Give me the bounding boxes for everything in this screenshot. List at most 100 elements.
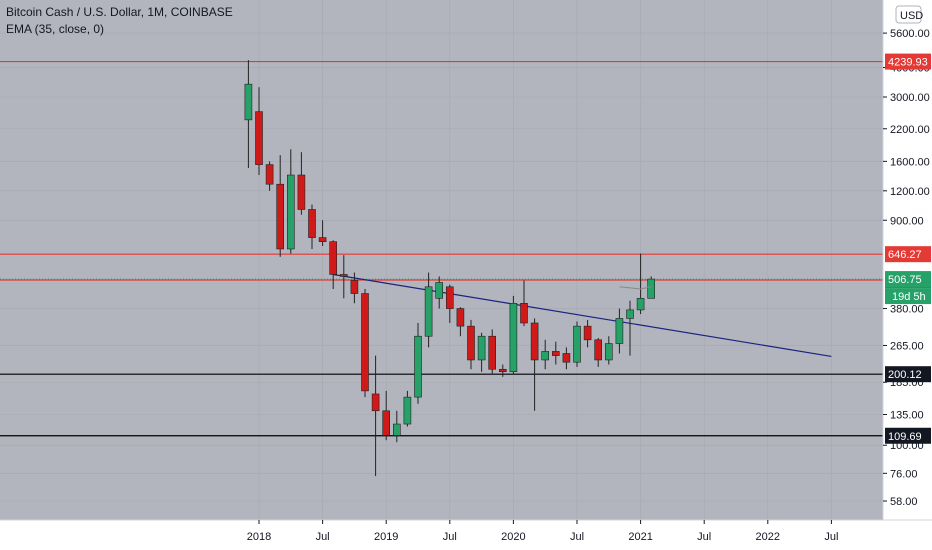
candle[interactable] (562, 347, 571, 370)
candle[interactable] (297, 152, 306, 215)
candle-body (276, 183, 285, 250)
ema-layer (619, 286, 652, 290)
candle[interactable] (339, 255, 348, 299)
x-tick-label: 2020 (501, 531, 525, 543)
descending-trendline[interactable] (333, 273, 832, 358)
candle[interactable] (403, 390, 412, 427)
y-tick-label: 3000.00 (890, 92, 930, 104)
candle[interactable] (604, 336, 613, 365)
candle-body (498, 368, 507, 373)
candle-body (467, 325, 475, 361)
x-tick-label: Jul (316, 531, 330, 543)
y-tick-label: 58.00 (890, 496, 918, 508)
candle[interactable] (647, 276, 656, 299)
time-axis: 2018 Jul 2019 Jul 2020 Jul 2021 Jul 2022 Jul (0, 519, 932, 543)
candle[interactable] (361, 288, 369, 398)
candle-body (339, 274, 348, 277)
y-tick-label: 265.00 (890, 340, 924, 352)
x-tick-label: 2019 (374, 531, 398, 543)
candle[interactable] (498, 364, 507, 377)
horizontal-levels (0, 60, 883, 437)
candle[interactable] (636, 253, 645, 315)
candle[interactable] (530, 318, 539, 411)
candle[interactable] (424, 272, 433, 348)
candle[interactable] (509, 295, 518, 375)
candle[interactable] (286, 149, 295, 254)
ema-line (619, 286, 652, 290)
level-label-bg (885, 366, 931, 383)
candle[interactable] (541, 339, 550, 370)
candle-body (361, 293, 369, 392)
candle[interactable] (477, 332, 486, 372)
candle-body (445, 286, 454, 309)
level-label: 4239.93 (888, 57, 928, 69)
price-labels: 4239.93646.27502.26200.12109.69506.7519d… (885, 53, 931, 444)
plot-area[interactable] (0, 0, 883, 520)
candle[interactable] (371, 355, 380, 477)
candle[interactable] (308, 204, 316, 249)
level-label: 646.27 (888, 249, 922, 261)
countdown-label-bg (885, 288, 931, 305)
currency-badge[interactable] (895, 5, 922, 24)
candle[interactable] (573, 321, 581, 367)
candle-body (350, 280, 359, 294)
currency-label: USD (900, 10, 923, 22)
candle-body (244, 83, 253, 121)
candle[interactable] (382, 390, 391, 441)
candle[interactable] (488, 329, 497, 375)
candle[interactable] (445, 284, 454, 323)
candle[interactable] (414, 322, 422, 404)
candle-body (626, 309, 634, 319)
candle-body (308, 209, 316, 238)
candle[interactable] (244, 60, 253, 168)
level-label: 200.12 (888, 369, 922, 381)
candle[interactable] (255, 87, 263, 176)
candle-body (414, 335, 422, 398)
x-tick-label: Jul (824, 531, 838, 543)
chart-header: Bitcoin Cash / U.S. Dollar, 1M, COINBASE… (6, 5, 233, 36)
candle[interactable] (392, 410, 401, 443)
candle[interactable] (626, 300, 634, 356)
y-tick-label: 5600.00 (890, 28, 930, 40)
candle-body (594, 339, 603, 361)
last-price-label: 506.75 (888, 274, 922, 286)
candle[interactable] (435, 276, 444, 309)
chart-title: Bitcoin Cash / U.S. Dollar, 1M, COINBASE (6, 5, 233, 19)
candle-body (297, 174, 306, 210)
trendline-layer (333, 273, 832, 358)
candles (244, 60, 656, 477)
candle-body (636, 297, 645, 311)
y-tick-label: 2200.00 (890, 124, 930, 136)
candle[interactable] (520, 280, 528, 327)
candle[interactable] (594, 337, 603, 367)
candle-body (477, 335, 486, 361)
candle[interactable] (350, 272, 359, 304)
candle[interactable] (583, 319, 592, 348)
candle[interactable] (467, 319, 475, 370)
candle-body (424, 286, 433, 337)
candle[interactable] (265, 161, 274, 191)
level-label-bg (885, 53, 931, 70)
candle[interactable] (276, 155, 285, 257)
candle-body (255, 111, 263, 165)
candle-body (647, 278, 656, 299)
y-tick-label: 76.00 (890, 468, 918, 480)
candle-body (318, 237, 327, 243)
level-label-bg (885, 427, 931, 444)
candle-body (286, 174, 295, 250)
candle-body (392, 423, 401, 436)
candle-body (615, 318, 624, 344)
candle[interactable] (456, 307, 465, 337)
candle[interactable] (329, 240, 338, 289)
candle-body (530, 322, 539, 361)
candle[interactable] (551, 341, 560, 365)
y-tick-label: 135.00 (890, 410, 924, 422)
candle-body (265, 164, 274, 185)
x-tick-label: 2021 (628, 531, 652, 543)
candle[interactable] (318, 220, 327, 246)
candle-body (604, 343, 613, 361)
candle-body (573, 325, 581, 363)
candle[interactable] (615, 308, 624, 354)
y-tick-label: 1600.00 (890, 156, 930, 168)
